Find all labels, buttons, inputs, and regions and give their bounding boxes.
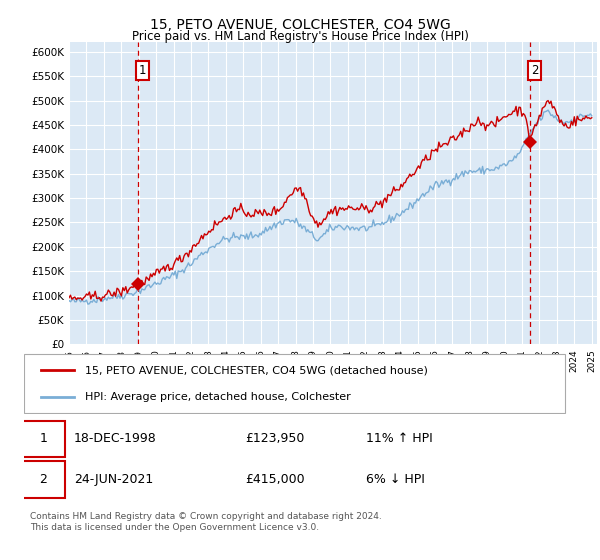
Text: £415,000: £415,000	[245, 473, 304, 486]
FancyBboxPatch shape	[21, 421, 65, 457]
Text: £123,950: £123,950	[245, 432, 304, 445]
Text: 11% ↑ HPI: 11% ↑ HPI	[366, 432, 433, 445]
Text: 2: 2	[530, 64, 538, 77]
FancyBboxPatch shape	[21, 461, 65, 498]
Text: 1: 1	[40, 432, 47, 445]
Text: 15, PETO AVENUE, COLCHESTER, CO4 5WG: 15, PETO AVENUE, COLCHESTER, CO4 5WG	[149, 18, 451, 32]
Text: 24-JUN-2021: 24-JUN-2021	[74, 473, 153, 486]
Text: 18-DEC-1998: 18-DEC-1998	[74, 432, 157, 445]
Text: 1: 1	[139, 64, 146, 77]
Text: Price paid vs. HM Land Registry's House Price Index (HPI): Price paid vs. HM Land Registry's House …	[131, 30, 469, 43]
Text: 6% ↓ HPI: 6% ↓ HPI	[366, 473, 425, 486]
Text: 15, PETO AVENUE, COLCHESTER, CO4 5WG (detached house): 15, PETO AVENUE, COLCHESTER, CO4 5WG (de…	[85, 365, 428, 375]
Text: 2: 2	[40, 473, 47, 486]
Text: HPI: Average price, detached house, Colchester: HPI: Average price, detached house, Colc…	[85, 392, 350, 402]
Text: Contains HM Land Registry data © Crown copyright and database right 2024.
This d: Contains HM Land Registry data © Crown c…	[29, 512, 382, 532]
FancyBboxPatch shape	[24, 354, 565, 413]
